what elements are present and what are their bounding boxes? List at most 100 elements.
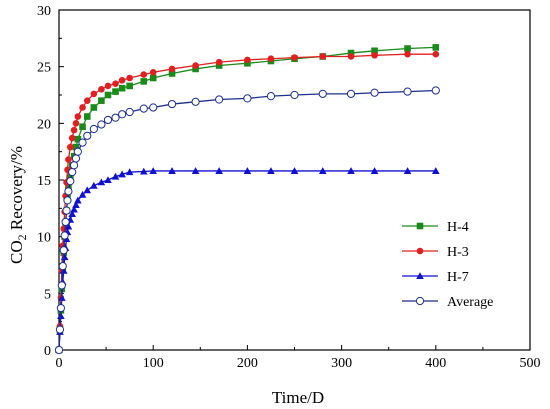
y-axis-title-post: Recovery/% <box>7 146 26 234</box>
data-point <box>215 167 223 174</box>
data-point <box>432 44 440 51</box>
data-point <box>67 173 74 180</box>
data-point <box>290 90 299 100</box>
ticks: 0 100 200 300 400 500 0 5 10 15 20 25 30 <box>37 4 541 371</box>
data-point <box>64 222 73 230</box>
data-point <box>192 65 199 73</box>
data-point <box>126 74 133 82</box>
data-point <box>267 55 275 63</box>
data-point <box>139 104 148 113</box>
data-point <box>403 167 412 174</box>
legend-marker <box>415 296 425 306</box>
data-point <box>78 138 87 147</box>
data-point <box>70 126 78 134</box>
data-point <box>60 231 69 240</box>
data-point <box>244 56 251 64</box>
data-point <box>370 167 379 174</box>
y-axis-title-sub: 2 <box>15 234 29 240</box>
data-point <box>68 167 77 177</box>
data-point <box>104 82 112 90</box>
data-point <box>125 168 134 176</box>
data-point <box>139 167 148 175</box>
data-point <box>83 97 91 104</box>
x-tick-label: 500 <box>520 356 541 371</box>
data-point <box>431 86 440 95</box>
data-point <box>215 95 224 104</box>
data-point <box>79 123 86 131</box>
data-point <box>59 246 68 255</box>
legend-label: H-3 <box>447 245 469 260</box>
x-tick-label: 400 <box>425 356 446 371</box>
legend-entry: H-3 <box>402 245 469 260</box>
data-point <box>55 325 65 334</box>
data-point <box>404 50 411 58</box>
y-axis-title: CO2 Recovery/% <box>7 146 29 264</box>
data-point <box>104 176 112 184</box>
data-point <box>66 177 75 186</box>
y-tick-label: 25 <box>37 61 51 76</box>
data-point <box>149 103 158 112</box>
legend-entry: H-7 <box>402 270 469 285</box>
series-average <box>54 86 440 355</box>
data-point <box>58 262 67 271</box>
data-point <box>118 84 126 92</box>
data-point <box>149 74 157 82</box>
data-point <box>73 147 82 156</box>
data-point <box>244 59 251 67</box>
legend-label: Average <box>447 295 493 310</box>
legend-marker <box>416 222 424 230</box>
data-point <box>64 187 73 196</box>
legend-entry: H-4 <box>402 220 469 235</box>
data-point <box>118 110 127 119</box>
data-point <box>68 210 76 218</box>
x-tick-label: 0 <box>56 356 63 371</box>
series-h-4 <box>55 44 440 354</box>
data-point <box>371 47 378 55</box>
x-tick-label: 300 <box>331 356 352 371</box>
y-tick-label: 20 <box>37 117 51 132</box>
data-point <box>104 91 112 99</box>
data-point <box>347 53 355 60</box>
data-point <box>404 45 411 52</box>
x-tick-label: 200 <box>237 356 258 371</box>
data-point <box>403 87 412 96</box>
data-point <box>61 217 70 227</box>
data-point <box>140 78 148 85</box>
data-point <box>346 89 356 98</box>
series-layer <box>54 44 440 355</box>
data-point <box>118 170 126 178</box>
data-point <box>79 104 86 111</box>
series-h-7 <box>55 167 440 354</box>
data-point <box>149 167 157 174</box>
data-point <box>83 186 92 194</box>
legend-marker <box>416 272 424 280</box>
data-point <box>90 104 98 111</box>
data-point <box>111 113 120 122</box>
legend-marker <box>416 247 424 255</box>
data-point <box>191 167 200 174</box>
y-tick-label: 0 <box>44 344 51 359</box>
data-point <box>318 167 327 174</box>
data-point <box>432 50 440 58</box>
data-point <box>98 97 105 104</box>
legend: H-4 H-3 H-7 Average <box>402 220 493 310</box>
legend-label: H-4 <box>447 220 469 235</box>
data-point <box>266 92 276 101</box>
legend-label: H-7 <box>447 270 469 285</box>
data-point <box>72 201 80 208</box>
data-point <box>267 167 275 174</box>
data-point <box>74 135 82 143</box>
x-axis-title: Time/D <box>272 388 324 407</box>
data-point <box>370 88 379 97</box>
data-point <box>290 167 299 174</box>
data-point <box>192 62 199 69</box>
data-point <box>54 345 64 355</box>
y-tick-label: 30 <box>37 4 51 19</box>
data-point <box>68 134 76 142</box>
data-point <box>57 281 66 290</box>
data-point <box>112 88 119 95</box>
data-point <box>63 196 72 205</box>
data-point <box>62 206 71 215</box>
data-point <box>347 167 355 174</box>
